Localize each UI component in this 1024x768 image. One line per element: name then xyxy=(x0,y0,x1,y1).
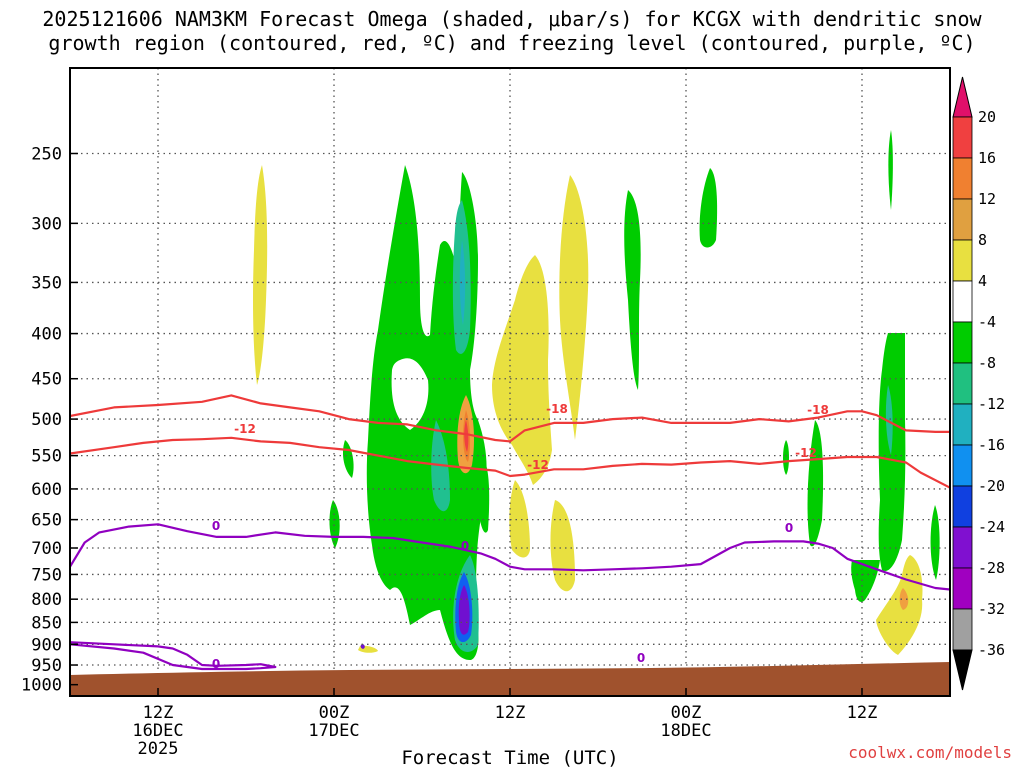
omega-neg-region xyxy=(851,560,880,602)
contour-freezing_0C_lower xyxy=(70,641,277,671)
y-tick-label: 800 xyxy=(31,590,62,610)
colorbar-bin xyxy=(952,157,973,200)
y-tick-label: 500 xyxy=(31,410,62,430)
colorbar-tick-label: 12 xyxy=(978,190,996,208)
dgz-upper-label: -18 xyxy=(546,402,568,416)
omega-pos-region xyxy=(509,480,530,558)
omega-pos-region xyxy=(899,588,909,610)
omega-neg-region xyxy=(699,168,718,248)
chart-title-line2: growth region (contoured, red, ºC) and f… xyxy=(48,31,975,55)
y-tick-label: 850 xyxy=(31,613,62,633)
colorbar-bin xyxy=(952,362,973,405)
omega-neg-region xyxy=(624,190,641,390)
colorbar: 20 16 12 8 4 -4 -8 -12 -16 -20 -24 -28 -32 -36 xyxy=(952,76,1005,691)
colorbar-tick-label: -36 xyxy=(978,641,1005,659)
contour-dgz_lower_-12C xyxy=(70,436,950,489)
x-tick-label: 12Z xyxy=(847,703,878,723)
y-tick-label: 700 xyxy=(31,539,62,559)
y-tick-label: 550 xyxy=(31,447,62,467)
dgz-lower-label: -12 xyxy=(234,422,256,436)
y-tick-label: 600 xyxy=(31,480,62,500)
y-tick-label: 400 xyxy=(31,325,62,345)
omega-pos-strong-region xyxy=(360,644,365,649)
x-tick-label: 18DEC xyxy=(660,721,711,741)
omega-neg-region xyxy=(807,420,824,547)
contour-dgz_upper_-18C xyxy=(70,394,950,443)
freezing-level-label: 0 xyxy=(212,519,220,533)
x-tick-label: 12Z xyxy=(143,703,174,723)
colorbar-tick-label: -4 xyxy=(978,313,996,331)
freezing-level-label: 0 xyxy=(212,657,220,671)
freezing-level-label: 0 xyxy=(785,521,793,535)
x-tick-label: 16DEC xyxy=(132,721,183,741)
y-tick-label: 450 xyxy=(31,370,62,390)
colorbar-bin xyxy=(952,485,973,528)
omega-neg-strong-region xyxy=(459,240,466,325)
terrain-fill xyxy=(70,662,950,696)
colorbar-tick-label: -32 xyxy=(978,600,1005,618)
colorbar-bottom-triangle xyxy=(952,649,973,691)
colorbar-tick-label: 4 xyxy=(978,272,987,290)
colorbar-tick-label: 16 xyxy=(978,149,996,167)
dgz-upper-label: -18 xyxy=(807,403,829,417)
x-axis-title: Forecast Time (UTC) xyxy=(401,747,618,768)
y-tick-label: 650 xyxy=(31,511,62,531)
colorbar-bin xyxy=(952,198,973,241)
y-axis: 2503003504004505005506006507007508008509… xyxy=(21,144,78,696)
x-tick-label: 00Z xyxy=(671,703,702,723)
colorbar-top-triangle xyxy=(952,76,973,118)
colorbar-tick-label: 20 xyxy=(978,108,996,126)
colorbar-bin xyxy=(952,444,973,487)
colorbar-bin xyxy=(952,403,973,446)
chart-title-line1: 2025121606 NAM3KM Forecast Omega (shaded… xyxy=(42,7,982,31)
y-tick-label: 900 xyxy=(31,635,62,655)
y-tick-label: 250 xyxy=(31,144,62,164)
x-tick-label: 12Z xyxy=(495,703,526,723)
x-tick-label: 2025 xyxy=(138,739,179,759)
y-tick-label: 950 xyxy=(31,656,62,676)
colorbar-bin xyxy=(952,526,973,569)
contour-freezing_0C_upper xyxy=(70,523,950,591)
colorbar-bin xyxy=(952,116,973,159)
omega-pos-region xyxy=(253,165,268,385)
freezing-level-label: 0 xyxy=(461,539,469,553)
y-tick-label: 350 xyxy=(31,273,62,293)
y-tick-label: 1000 xyxy=(21,676,62,696)
omega-neg-strong-region xyxy=(885,385,893,455)
dgz-lower-label: -12 xyxy=(795,446,817,460)
colorbar-tick-label: -28 xyxy=(978,559,1005,577)
colorbar-tick-label: -8 xyxy=(978,354,996,372)
colorbar-tick-label: 8 xyxy=(978,231,987,249)
x-tick-label: 00Z xyxy=(319,703,350,723)
omega-neg-region xyxy=(878,333,906,571)
omega-neg-region xyxy=(478,460,490,533)
colorbar-bin xyxy=(952,239,973,282)
dgz-lower-label: -12 xyxy=(527,458,549,472)
colorbar-bin xyxy=(952,567,973,610)
contour-labels: -12 -18 -12 -18 -12 0 0 0 0 0 xyxy=(212,402,829,671)
colorbar-tick-label: -20 xyxy=(978,477,1005,495)
y-tick-label: 300 xyxy=(31,214,62,234)
site-credit: coolwx.com/models xyxy=(848,743,1012,762)
omega-pos-region xyxy=(559,175,589,440)
omega-pos-strong-region xyxy=(464,420,469,452)
colorbar-bin xyxy=(952,280,973,323)
colorbar-tick-label: -16 xyxy=(978,436,1005,454)
y-tick-label: 750 xyxy=(31,565,62,585)
colorbar-bin xyxy=(952,321,973,364)
omega-neg-region xyxy=(783,440,789,475)
colorbar-bin xyxy=(952,608,973,651)
colorbar-tick-label: -24 xyxy=(978,518,1005,536)
omega-neg-region xyxy=(888,130,893,210)
grid-lines xyxy=(70,68,950,696)
x-tick-label: 17DEC xyxy=(308,721,359,741)
omega-neg-region xyxy=(930,505,940,580)
freezing-level-label: 0 xyxy=(637,651,645,665)
colorbar-tick-label: -12 xyxy=(978,395,1005,413)
